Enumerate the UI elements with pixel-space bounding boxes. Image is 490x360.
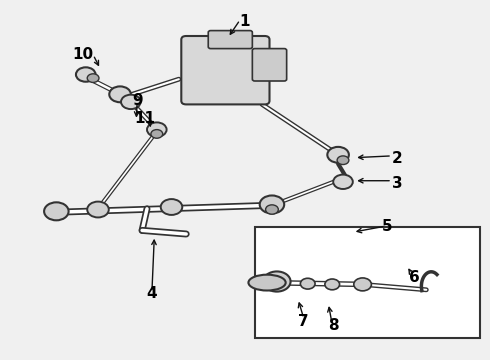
Ellipse shape	[325, 279, 340, 290]
Ellipse shape	[109, 86, 131, 102]
Ellipse shape	[147, 122, 167, 137]
Ellipse shape	[121, 95, 141, 109]
Ellipse shape	[87, 74, 99, 82]
Ellipse shape	[76, 67, 96, 82]
Ellipse shape	[44, 202, 69, 220]
Ellipse shape	[190, 57, 217, 77]
Ellipse shape	[266, 205, 278, 214]
Text: 3: 3	[392, 176, 402, 191]
Bar	[255, 227, 480, 338]
Ellipse shape	[337, 156, 349, 165]
Ellipse shape	[233, 70, 257, 88]
FancyBboxPatch shape	[181, 36, 270, 104]
Text: 5: 5	[382, 219, 392, 234]
Ellipse shape	[327, 147, 349, 163]
Ellipse shape	[263, 271, 291, 292]
Text: 1: 1	[240, 14, 250, 29]
Ellipse shape	[333, 175, 353, 189]
Ellipse shape	[354, 278, 371, 291]
Ellipse shape	[87, 202, 109, 217]
Ellipse shape	[238, 74, 252, 85]
Ellipse shape	[260, 195, 284, 213]
Text: 2: 2	[392, 151, 402, 166]
Ellipse shape	[195, 60, 212, 73]
Ellipse shape	[248, 275, 286, 291]
Ellipse shape	[215, 44, 236, 60]
Text: 8: 8	[328, 318, 339, 333]
Text: 11: 11	[134, 111, 155, 126]
Ellipse shape	[151, 130, 163, 138]
Text: 9: 9	[132, 93, 143, 108]
Text: 6: 6	[409, 270, 419, 285]
Text: 10: 10	[73, 46, 94, 62]
Text: 7: 7	[298, 314, 309, 329]
Ellipse shape	[300, 278, 315, 289]
FancyBboxPatch shape	[208, 31, 252, 49]
FancyBboxPatch shape	[252, 49, 287, 81]
Ellipse shape	[258, 58, 276, 71]
Text: 4: 4	[147, 286, 157, 301]
Ellipse shape	[161, 199, 182, 215]
